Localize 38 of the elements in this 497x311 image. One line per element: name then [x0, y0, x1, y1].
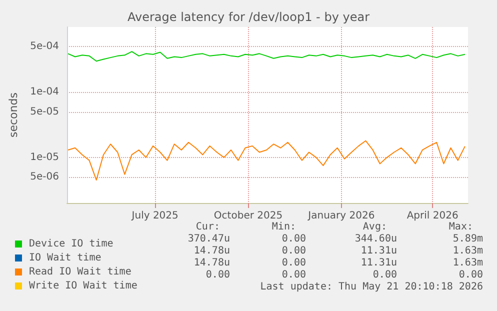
x-tick-label: October 2025	[214, 210, 283, 222]
text: 14.78u	[194, 246, 230, 256]
text: Avg:	[362, 222, 387, 232]
y-tick-label: 5e-06	[30, 172, 59, 183]
text: 1.63m	[452, 258, 483, 268]
text: 11.31u	[360, 246, 397, 256]
line-series	[68, 51, 466, 62]
y-tick-label: 1e-05	[30, 152, 59, 163]
text: 344.60u	[354, 234, 397, 244]
text: 14.78u	[194, 258, 230, 268]
x-tick-label: January 2026	[307, 210, 375, 222]
text: 370.47u	[188, 234, 230, 244]
text: 11.31u	[360, 258, 397, 268]
text: Min:	[272, 222, 296, 232]
legend-label: Device IO time	[29, 238, 114, 250]
text: 0.00	[372, 270, 397, 280]
text: Cur:	[196, 222, 220, 232]
legend-label: Write IO Wait time	[29, 280, 138, 292]
y-tick-label: 5e-05	[30, 106, 59, 118]
line-series	[68, 140, 466, 181]
text: Max:	[448, 222, 473, 232]
text: 5.89m	[452, 234, 483, 244]
text: Last update: Thu May 21 20:10:18 2026	[260, 282, 483, 292]
chart-title: Average latency for /dev/loop1 - by year	[127, 10, 370, 24]
text: 0.00	[458, 270, 483, 280]
text: 0.00	[282, 258, 306, 268]
y-axis-title: seconds	[7, 92, 20, 138]
x-tick-label: July 2025	[130, 210, 178, 222]
text: 0.00	[282, 234, 306, 244]
text: 1.63m	[452, 246, 483, 256]
text: 0.00	[282, 270, 306, 280]
x-tick-label: April 2026	[406, 210, 458, 222]
text: 0.00	[206, 270, 230, 280]
y-tick-label: 1e-04	[30, 86, 59, 98]
y-tick-label: 5e-04	[30, 41, 59, 52]
text: 0.00	[282, 246, 306, 256]
legend-label: IO Wait time	[29, 252, 102, 264]
legend-label: Read IO Wait time	[29, 266, 132, 278]
